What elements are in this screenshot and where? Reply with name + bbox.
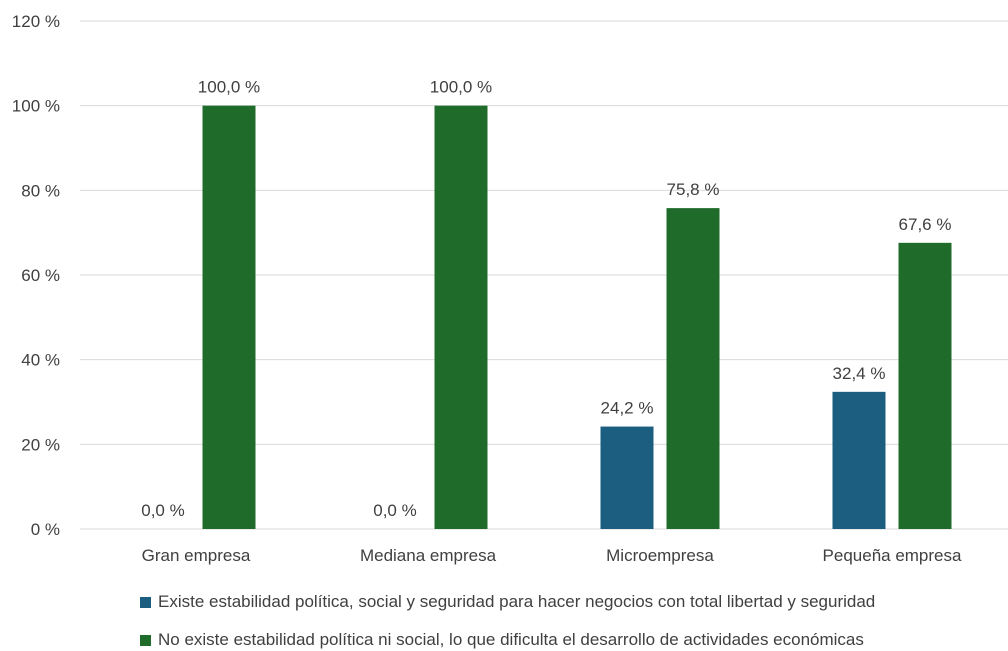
bars: 0,0 % 100,0 % 0,0 % 100,0 % 24,2 % 75,8 % 32,4… [141,78,952,530]
bar-1 [832,391,886,529]
data-label: 75,8 % [667,180,720,199]
legend-item-series-2: No existe estabilidad política ni social… [140,630,864,650]
legend-label-series-2: No existe estabilidad política ni social… [158,630,864,649]
x-tick-label: Gran empresa [142,546,251,565]
bar-2 [666,208,720,529]
data-label: 0,0 % [373,501,416,520]
data-label: 100,0 % [198,78,260,97]
x-tick-label: Microempresa [606,546,714,565]
y-tick-label: 0 % [31,520,60,539]
data-label: 32,4 % [833,364,886,383]
y-tick-label: 60 % [21,266,60,285]
bar-2 [434,105,488,530]
data-label: 24,2 % [601,399,654,418]
x-tick-label: Mediana empresa [360,546,497,565]
bar-2 [202,105,256,530]
y-tick-label: 80 % [21,181,60,200]
y-axis: 0 % 20 % 40 % 60 % 80 % 100 % 120 % [12,12,60,539]
y-tick-label: 20 % [21,435,60,454]
data-label: 67,6 % [899,215,952,234]
y-tick-label: 40 % [21,351,60,370]
legend-swatch-series-1 [140,596,151,608]
legend-item-series-1: Existe estabilidad política, social y se… [140,592,875,612]
x-tick-label: Pequeña empresa [823,546,962,565]
legend-label-series-1: Existe estabilidad política, social y se… [158,592,876,611]
bar-1 [600,426,654,529]
y-tick-label: 100 % [12,97,60,116]
x-axis: Gran empresa Mediana empresa Microempresa P… [142,546,962,565]
data-label: 100,0 % [430,78,492,97]
data-label: 0,0 % [141,501,184,520]
bar-2 [898,242,952,529]
y-tick-label: 120 % [12,12,60,31]
legend-swatch-series-2 [140,634,151,646]
